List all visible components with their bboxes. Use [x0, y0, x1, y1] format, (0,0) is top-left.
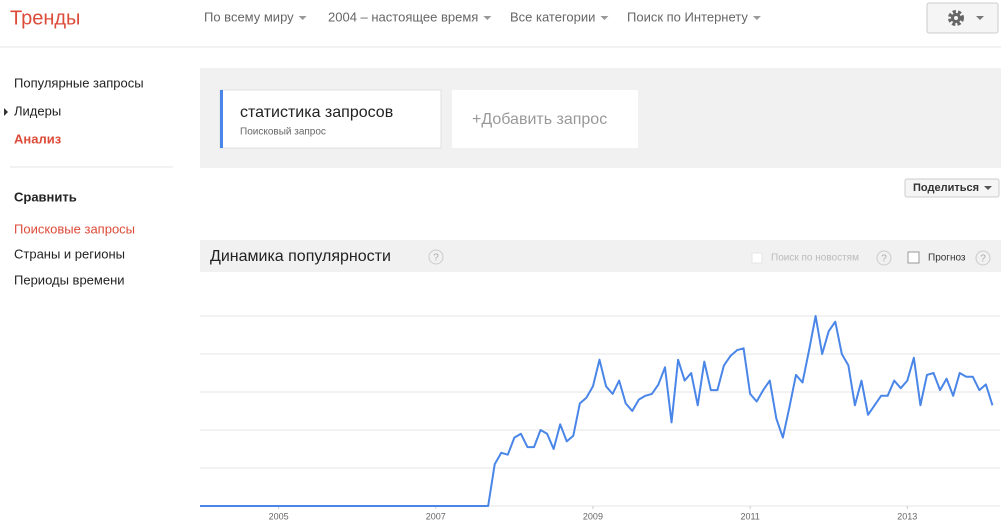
filter-arrow	[752, 16, 761, 20]
settings-arrow	[976, 16, 984, 20]
term-color	[220, 90, 223, 148]
panel-header	[200, 240, 1001, 272]
panel-title: Динамика популярности	[210, 248, 391, 265]
help-mark: ?	[980, 254, 986, 265]
term: статистика запросов	[240, 104, 393, 121]
share-button[interactable]	[904, 178, 1000, 198]
help-icon[interactable]	[428, 249, 444, 265]
gear-hole	[954, 16, 958, 20]
nav-item[interactable]: Популярные запросы	[14, 75, 144, 90]
filter[interactable]: По всему миру	[204, 9, 294, 24]
nav-arrow	[4, 108, 8, 116]
logo[interactable]: Тренды	[10, 7, 80, 29]
term-type: Поисковый запрос	[240, 127, 326, 138]
help-mark: ?	[433, 253, 439, 264]
filter[interactable]: Все категории	[510, 9, 595, 24]
help-icon[interactable]	[876, 250, 892, 266]
filter[interactable]: 2004 – настоящее время	[328, 9, 478, 24]
x-tick-label: 2007	[426, 511, 446, 521]
term-card[interactable]	[219, 89, 442, 149]
filters: По всему миру 2004 – настоящее время Все к…	[204, 9, 761, 24]
help-icon[interactable]	[975, 250, 991, 266]
x-tick-label: 2013	[897, 511, 917, 521]
nav-item[interactable]: Лидеры	[14, 103, 61, 118]
forecast-checkbox[interactable]	[907, 251, 920, 264]
section-title: Сравнить	[14, 189, 77, 204]
news-label: Поиск по новостям	[771, 253, 859, 264]
add-term[interactable]	[452, 90, 638, 148]
trend-line	[200, 315, 994, 507]
help-mark: ?	[881, 254, 887, 265]
filter-arrow	[600, 16, 609, 20]
x-tick-label: 2009	[583, 511, 603, 521]
share-arrow	[984, 186, 992, 190]
filter-arrow	[298, 16, 307, 20]
forecast-label: Прогноз	[928, 253, 966, 264]
chart: 2005 2007 2009 2011 2013	[200, 315, 1000, 521]
share-label: Поделиться	[913, 182, 979, 194]
add-term-label: +Добавить запрос	[472, 111, 607, 128]
gear-icon	[948, 10, 964, 26]
x-tick-label: 2011	[740, 511, 759, 521]
nav-item[interactable]: Страны и регионы	[14, 246, 125, 261]
x-tick-label: 2005	[269, 511, 289, 521]
filter[interactable]: Поиск по Интернету	[627, 9, 748, 24]
nav-item-active[interactable]: Поисковые запросы	[14, 221, 135, 236]
filter-arrow	[483, 16, 492, 20]
news-checkbox[interactable]	[751, 252, 763, 264]
nav-item-active[interactable]: Анализ	[14, 131, 62, 146]
nav-item[interactable]: Периоды времени	[14, 272, 125, 287]
